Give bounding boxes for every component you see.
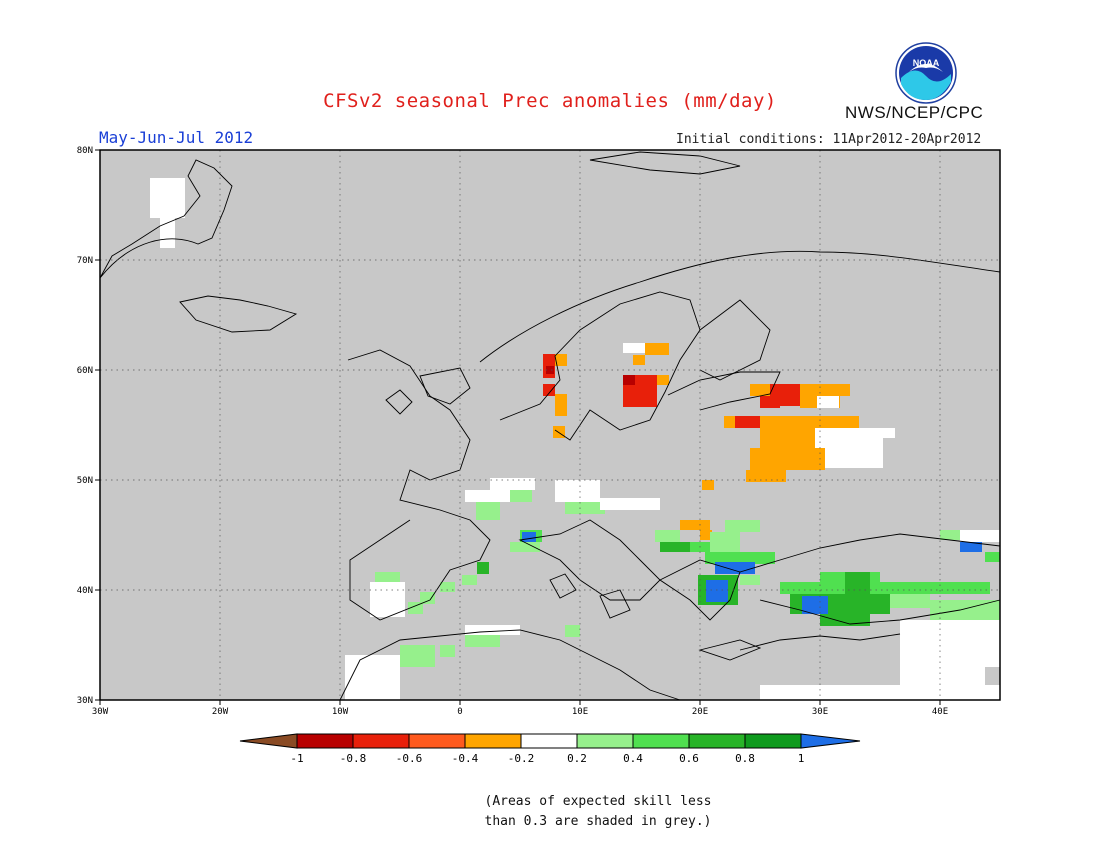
- logo-text: NOAA: [913, 58, 940, 68]
- lat-tick-label: 50N: [77, 476, 93, 486]
- lon-tick-label: 20W: [212, 707, 229, 717]
- map-frame: [99, 149, 1001, 701]
- lat-tick-label: 40N: [77, 586, 93, 596]
- noaa-logo: NOAA: [895, 42, 957, 104]
- initial-conditions: Initial conditions: 11Apr2012-20Apr2012: [676, 132, 982, 147]
- colorbar-tick-label: -0.6: [396, 752, 423, 765]
- colorbar-tick-label: 0.6: [679, 752, 699, 765]
- grid-lines: [100, 150, 1000, 700]
- skill-footnote: (Areas of expected skill less than 0.3 a…: [0, 792, 1100, 832]
- colorbar-segment: [239, 733, 298, 749]
- colorbar-segment: [520, 733, 578, 749]
- footnote-line: than 0.3 are shaded in grey.): [484, 814, 712, 829]
- colorbar-segment: [800, 733, 861, 749]
- anomaly-patches: [150, 178, 1000, 700]
- lon-tick-label: 10E: [572, 707, 588, 717]
- colorbar-segment: [352, 733, 410, 749]
- colorbar-segment: [632, 733, 690, 749]
- colorbar-tick-label: -0.2: [508, 752, 535, 765]
- colorbar-tick-label: -0.4: [452, 752, 479, 765]
- map-title: CFSv2 seasonal Prec anomalies (mm/day): [323, 90, 777, 112]
- colorbar-segment: [744, 733, 802, 749]
- colorbar: [239, 733, 861, 749]
- colorbar-segment: [296, 733, 354, 749]
- forecast-period: May-Jun-Jul 2012: [99, 128, 254, 147]
- lon-tick-label: 40E: [932, 707, 948, 717]
- lon-tick-label: 30W: [92, 707, 109, 717]
- colorbar-tick-label: 0.2: [567, 752, 587, 765]
- lat-tick-label: 30N: [77, 696, 93, 706]
- colorbar-segment: [408, 733, 466, 749]
- colorbar-tick-label: -1: [290, 752, 303, 765]
- coastlines: [99, 151, 1001, 701]
- colorbar-segment: [576, 733, 634, 749]
- lon-tick-label: 30E: [812, 707, 828, 717]
- colorbar-segment: [464, 733, 522, 749]
- lat-tick-label: 80N: [77, 146, 93, 156]
- colorbar-tick-label: 0.4: [623, 752, 643, 765]
- lon-tick-label: 20E: [692, 707, 708, 717]
- colorbar-tick-label: 0.8: [735, 752, 755, 765]
- colorbar-segment: [688, 733, 746, 749]
- lon-tick-label: 0: [457, 707, 462, 717]
- lon-tick-label: 10W: [332, 707, 349, 717]
- colorbar-tick-label: -0.8: [340, 752, 367, 765]
- axis-ticks: [95, 149, 941, 705]
- agency-label: NWS/NCEP/CPC: [845, 103, 984, 122]
- colorbar-tick-label: 1: [798, 752, 805, 765]
- footnote-line: (Areas of expected skill less: [484, 794, 712, 809]
- lat-tick-label: 60N: [77, 366, 93, 376]
- lat-tick-label: 70N: [77, 256, 93, 266]
